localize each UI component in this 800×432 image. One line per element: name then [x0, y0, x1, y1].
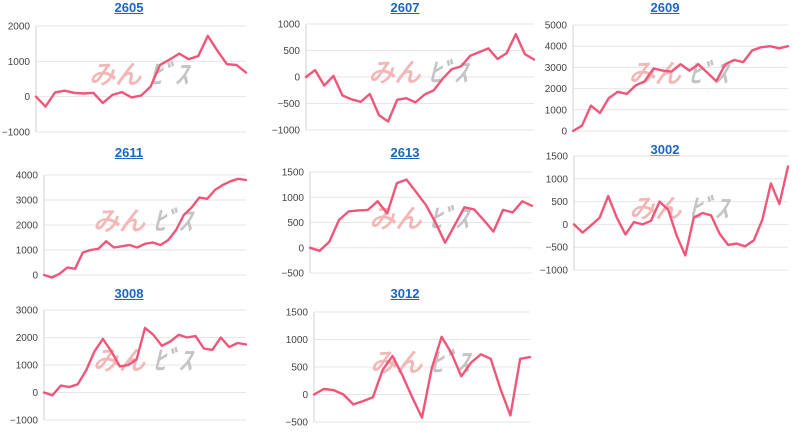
- series-line: [308, 178, 534, 253]
- y-tick-label: 3000: [16, 306, 39, 317]
- y-tick-label: 1000: [546, 174, 569, 185]
- chart-title-link[interactable]: 2609: [650, 0, 680, 15]
- y-tick-label: 1000: [286, 335, 309, 346]
- chart-title-link[interactable]: 3002: [650, 142, 680, 157]
- chart-panel-3008: 3008 3000 2000 1000 0 −1000 みん ﾋﾞｽ: [0, 286, 258, 432]
- y-tick-label: −1000: [10, 416, 39, 427]
- watermark-logo-left: みん: [93, 347, 146, 377]
- y-tick-label: 0: [32, 271, 38, 282]
- y-tick-label: 500: [283, 46, 300, 57]
- chart-panel-2611: 2611 4000 3000 2000 1000 0 みん ﾋﾞｽ: [0, 145, 258, 288]
- watermark-logo-right: ﾋﾞｽ: [153, 347, 195, 377]
- chart-title-link[interactable]: 2605: [114, 0, 144, 15]
- y-tick-label: 0: [32, 388, 38, 399]
- y-tick-label: 3000: [545, 63, 568, 74]
- y-tick-label: 1500: [282, 168, 305, 179]
- line-chart: 1500 1000 500 0 −500 みん ﾋﾞｽ: [281, 168, 534, 280]
- series-line: [304, 32, 536, 123]
- chart-panel-2607: 2607 1000 500 0 −500 −1000 みん ﾋﾞｽ: [270, 0, 540, 145]
- y-tick-label: 2000: [8, 22, 31, 33]
- chart-title-link[interactable]: 2611: [114, 145, 144, 160]
- series-line: [42, 326, 248, 397]
- series-line: [571, 45, 790, 133]
- series-line: [42, 177, 248, 279]
- y-tick-label: −1000: [2, 128, 31, 139]
- y-tick-label: 0: [24, 92, 30, 103]
- y-tick-label: 1000: [545, 105, 568, 116]
- y-tick-label: 1500: [286, 308, 309, 319]
- y-tick-label: 0: [302, 390, 308, 401]
- y-tick-label: 4000: [16, 171, 39, 182]
- y-tick-label: 1000: [278, 20, 301, 31]
- chart-panel-2605: 2605 2000 1000 0 −1000 みん ﾋﾞｽ: [0, 0, 258, 145]
- chart-title-link[interactable]: 2607: [390, 0, 420, 15]
- watermark-logo-right: ﾋﾞｽ: [429, 204, 471, 234]
- y-tick-label: 0: [562, 220, 568, 231]
- series-line: [34, 34, 248, 108]
- y-tick-label: 2000: [545, 84, 568, 95]
- y-tick-label: 1000: [8, 57, 31, 68]
- y-tick-label: 3000: [16, 196, 39, 207]
- chart-panel-2613: 2613 1500 1000 500 0 −500 みん ﾋﾞｽ: [270, 145, 540, 288]
- series-line: [312, 335, 532, 419]
- y-tick-label: 5000: [545, 21, 568, 32]
- watermark-logo-left: みん: [93, 207, 146, 237]
- y-tick-label: 0: [561, 127, 567, 138]
- y-tick-label: 1500: [546, 152, 569, 163]
- chart-title-link[interactable]: 3008: [114, 286, 144, 301]
- watermark-logo-left: みん: [369, 59, 422, 89]
- y-tick-label: 2000: [16, 221, 39, 232]
- y-tick-label: −500: [277, 99, 300, 110]
- y-tick-label: −500: [285, 418, 308, 429]
- series-line: [572, 165, 790, 257]
- y-tick-label: −500: [281, 269, 304, 280]
- y-tick-label: 500: [287, 218, 304, 229]
- y-tick-label: 0: [294, 73, 300, 84]
- y-tick-label: −1000: [540, 266, 569, 277]
- line-chart: 3000 2000 1000 0 −1000 みん ﾋﾞｽ: [10, 306, 248, 427]
- watermark-logo-left: みん: [369, 204, 422, 234]
- y-tick-label: −500: [545, 243, 568, 254]
- y-tick-label: 4000: [545, 42, 568, 53]
- y-tick-label: 500: [551, 197, 568, 208]
- watermark-logo-right: ﾋﾞｽ: [689, 194, 731, 224]
- y-tick-label: 1000: [16, 361, 39, 372]
- chart-title-link[interactable]: 2613: [390, 145, 420, 160]
- y-tick-label: 1000: [282, 193, 305, 204]
- y-tick-label: 0: [298, 243, 304, 254]
- y-tick-label: −1000: [272, 126, 301, 137]
- y-tick-label: 500: [291, 363, 308, 374]
- chart-title-link[interactable]: 3012: [390, 286, 420, 301]
- y-tick-label: 2000: [16, 333, 39, 344]
- chart-panel-3002: 3002 1500 1000 500 0 −500 −1000 みん ﾋﾞｽ: [530, 142, 800, 288]
- chart-panel-2609: 2609 5000 4000 3000 2000 1000 0 みん ﾋﾞｽ: [530, 0, 800, 145]
- watermark-logo-left: みん: [89, 61, 142, 91]
- y-tick-label: 1000: [16, 246, 39, 257]
- chart-panel-3012: 3012 1500 1000 500 0 −500 みん ﾋﾞｽ: [270, 286, 540, 432]
